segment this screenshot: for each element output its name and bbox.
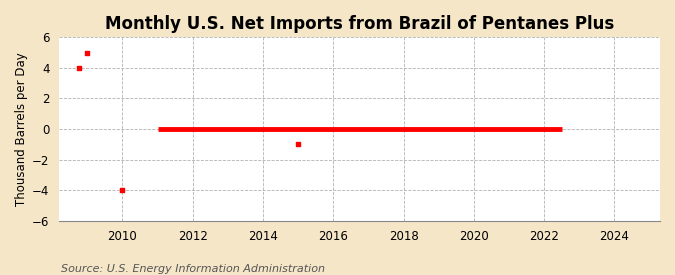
Point xyxy=(73,66,84,70)
Title: Monthly U.S. Net Imports from Brazil of Pentanes Plus: Monthly U.S. Net Imports from Brazil of … xyxy=(105,15,614,33)
Point xyxy=(117,188,128,192)
Point xyxy=(293,142,304,147)
Y-axis label: Thousand Barrels per Day: Thousand Barrels per Day xyxy=(15,52,28,206)
Text: Source: U.S. Energy Information Administration: Source: U.S. Energy Information Administ… xyxy=(61,264,325,274)
Point xyxy=(82,50,92,55)
